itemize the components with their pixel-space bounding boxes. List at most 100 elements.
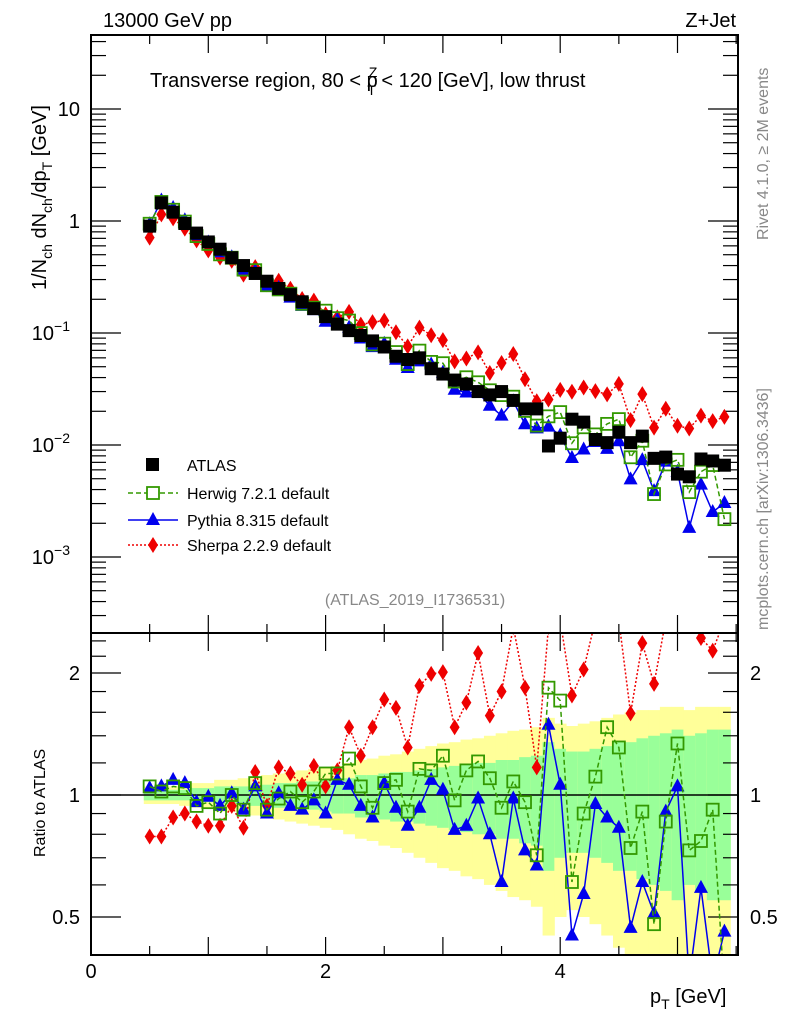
atlas-data-point <box>588 432 602 446</box>
herwig-marker <box>295 795 310 810</box>
atlas-data-point <box>706 454 720 468</box>
pythia-marker <box>682 519 697 533</box>
ratio-tick-label-right: 1 <box>750 785 761 807</box>
sherpa-marker <box>695 407 706 424</box>
herwig-marker <box>424 763 439 778</box>
herwig-marker <box>224 788 239 802</box>
y-tick-label: 10−3 <box>32 542 70 569</box>
x-axis-label: pT [GeV] <box>650 986 726 1012</box>
herwig-marker <box>623 450 638 465</box>
atlas-data-point <box>635 429 649 443</box>
atlas-uncertainty-bands <box>143 706 731 954</box>
band-inner-bin <box>495 760 508 839</box>
y-tick-exponent: −3 <box>54 542 70 558</box>
sherpa-marker <box>344 303 355 320</box>
title-sub: T <box>367 82 376 98</box>
pythia-marker <box>611 433 626 447</box>
sherpa-marker <box>367 314 378 331</box>
herwig-marker <box>541 680 556 695</box>
y-tick-exponent: −2 <box>54 430 70 446</box>
ratio-panel-marks <box>142 612 732 985</box>
atlas-data-point <box>553 431 567 445</box>
herwig-marker <box>435 748 450 763</box>
sherpa-marker <box>719 408 730 425</box>
atlas-data-point <box>307 302 321 316</box>
label-text: dN <box>29 213 51 244</box>
pythia-marker <box>600 809 615 823</box>
sherpa-marker <box>297 776 308 793</box>
pythia-marker <box>412 799 427 813</box>
pythia-marker <box>529 857 544 871</box>
atlas-data-point <box>448 373 462 387</box>
x-tick-label: 4 <box>555 961 566 983</box>
herwig-marker <box>623 841 638 855</box>
sherpa-marker <box>238 819 249 836</box>
pythia-marker <box>682 972 696 985</box>
atlas-data-point <box>659 450 673 464</box>
herwig-marker <box>694 464 708 479</box>
sherpa-marker <box>402 739 413 756</box>
atlas-data-point <box>260 274 274 288</box>
herwig-marker <box>565 875 579 889</box>
legend-herwig-marker <box>146 486 160 500</box>
herwig-marker <box>682 485 697 500</box>
sherpa-marker <box>156 206 167 223</box>
sherpa-marker <box>320 778 331 795</box>
atlas-data-point <box>471 385 485 399</box>
herwig-marker <box>306 784 321 799</box>
label-text: [GeV] <box>670 986 727 1008</box>
atlas-data-point <box>319 310 333 324</box>
sherpa-marker <box>144 828 155 845</box>
herwig-marker <box>283 784 298 799</box>
atlas-data-point <box>694 452 708 466</box>
pythia-marker <box>623 919 638 933</box>
y-axis-label: 1/Nch dNch/dpT [GeV] <box>29 105 55 290</box>
legend: ATLAS Herwig 7.2.1 default Pythia 8.315 … <box>128 458 332 555</box>
atlas-data-point <box>401 352 415 366</box>
label-text: [GeV] <box>29 105 51 162</box>
title-part: Transverse region, 80 < p <box>150 70 378 92</box>
pythia-marker <box>553 776 568 790</box>
pythia-marker <box>365 809 380 823</box>
sherpa-marker <box>566 383 577 400</box>
atlas-data-point <box>612 425 626 439</box>
atlas-data-point <box>342 324 356 338</box>
pythia-marker <box>576 885 591 899</box>
herwig-marker <box>529 418 544 433</box>
sherpa-marker <box>484 707 495 724</box>
pythia-marker <box>658 803 673 817</box>
label-subscript: T <box>661 996 670 1012</box>
herwig-marker <box>553 693 568 708</box>
atlas-data-point <box>166 205 180 219</box>
pythia-marker <box>435 781 450 795</box>
y-tick-label: 10 <box>58 99 80 121</box>
sherpa-marker <box>414 677 425 694</box>
sherpa-marker <box>367 719 378 736</box>
ratio-tick-label-right: 0.5 <box>750 907 778 929</box>
sherpa-marker <box>520 679 531 696</box>
sherpa-marker <box>602 612 612 628</box>
band-inner-bin <box>401 771 415 822</box>
pythia-marker <box>635 452 650 466</box>
sherpa-marker <box>637 386 648 403</box>
sherpa-marker <box>308 757 319 774</box>
sherpa-marker <box>273 759 284 776</box>
pythia-marker <box>306 792 321 806</box>
band-inner-bin <box>483 762 497 835</box>
legend-pythia-label: Pythia 8.315 default <box>187 513 329 530</box>
ratio-panel-frame <box>90 632 739 956</box>
sherpa-marker <box>684 612 694 628</box>
herwig-marker <box>705 802 720 817</box>
atlas-data-point <box>248 266 262 280</box>
legend-sherpa-marker <box>148 537 158 553</box>
atlas-data-point <box>143 219 157 233</box>
herwig-marker <box>553 405 568 420</box>
atlas-data-point <box>647 451 661 465</box>
sherpa-marker <box>215 817 226 834</box>
ratio-axis-label: Ratio to ATLAS <box>32 749 49 857</box>
data-marks <box>142 192 732 985</box>
herwig-marker <box>635 804 650 819</box>
legend-atlas-marker <box>146 458 159 471</box>
herwig-marker <box>576 806 591 821</box>
